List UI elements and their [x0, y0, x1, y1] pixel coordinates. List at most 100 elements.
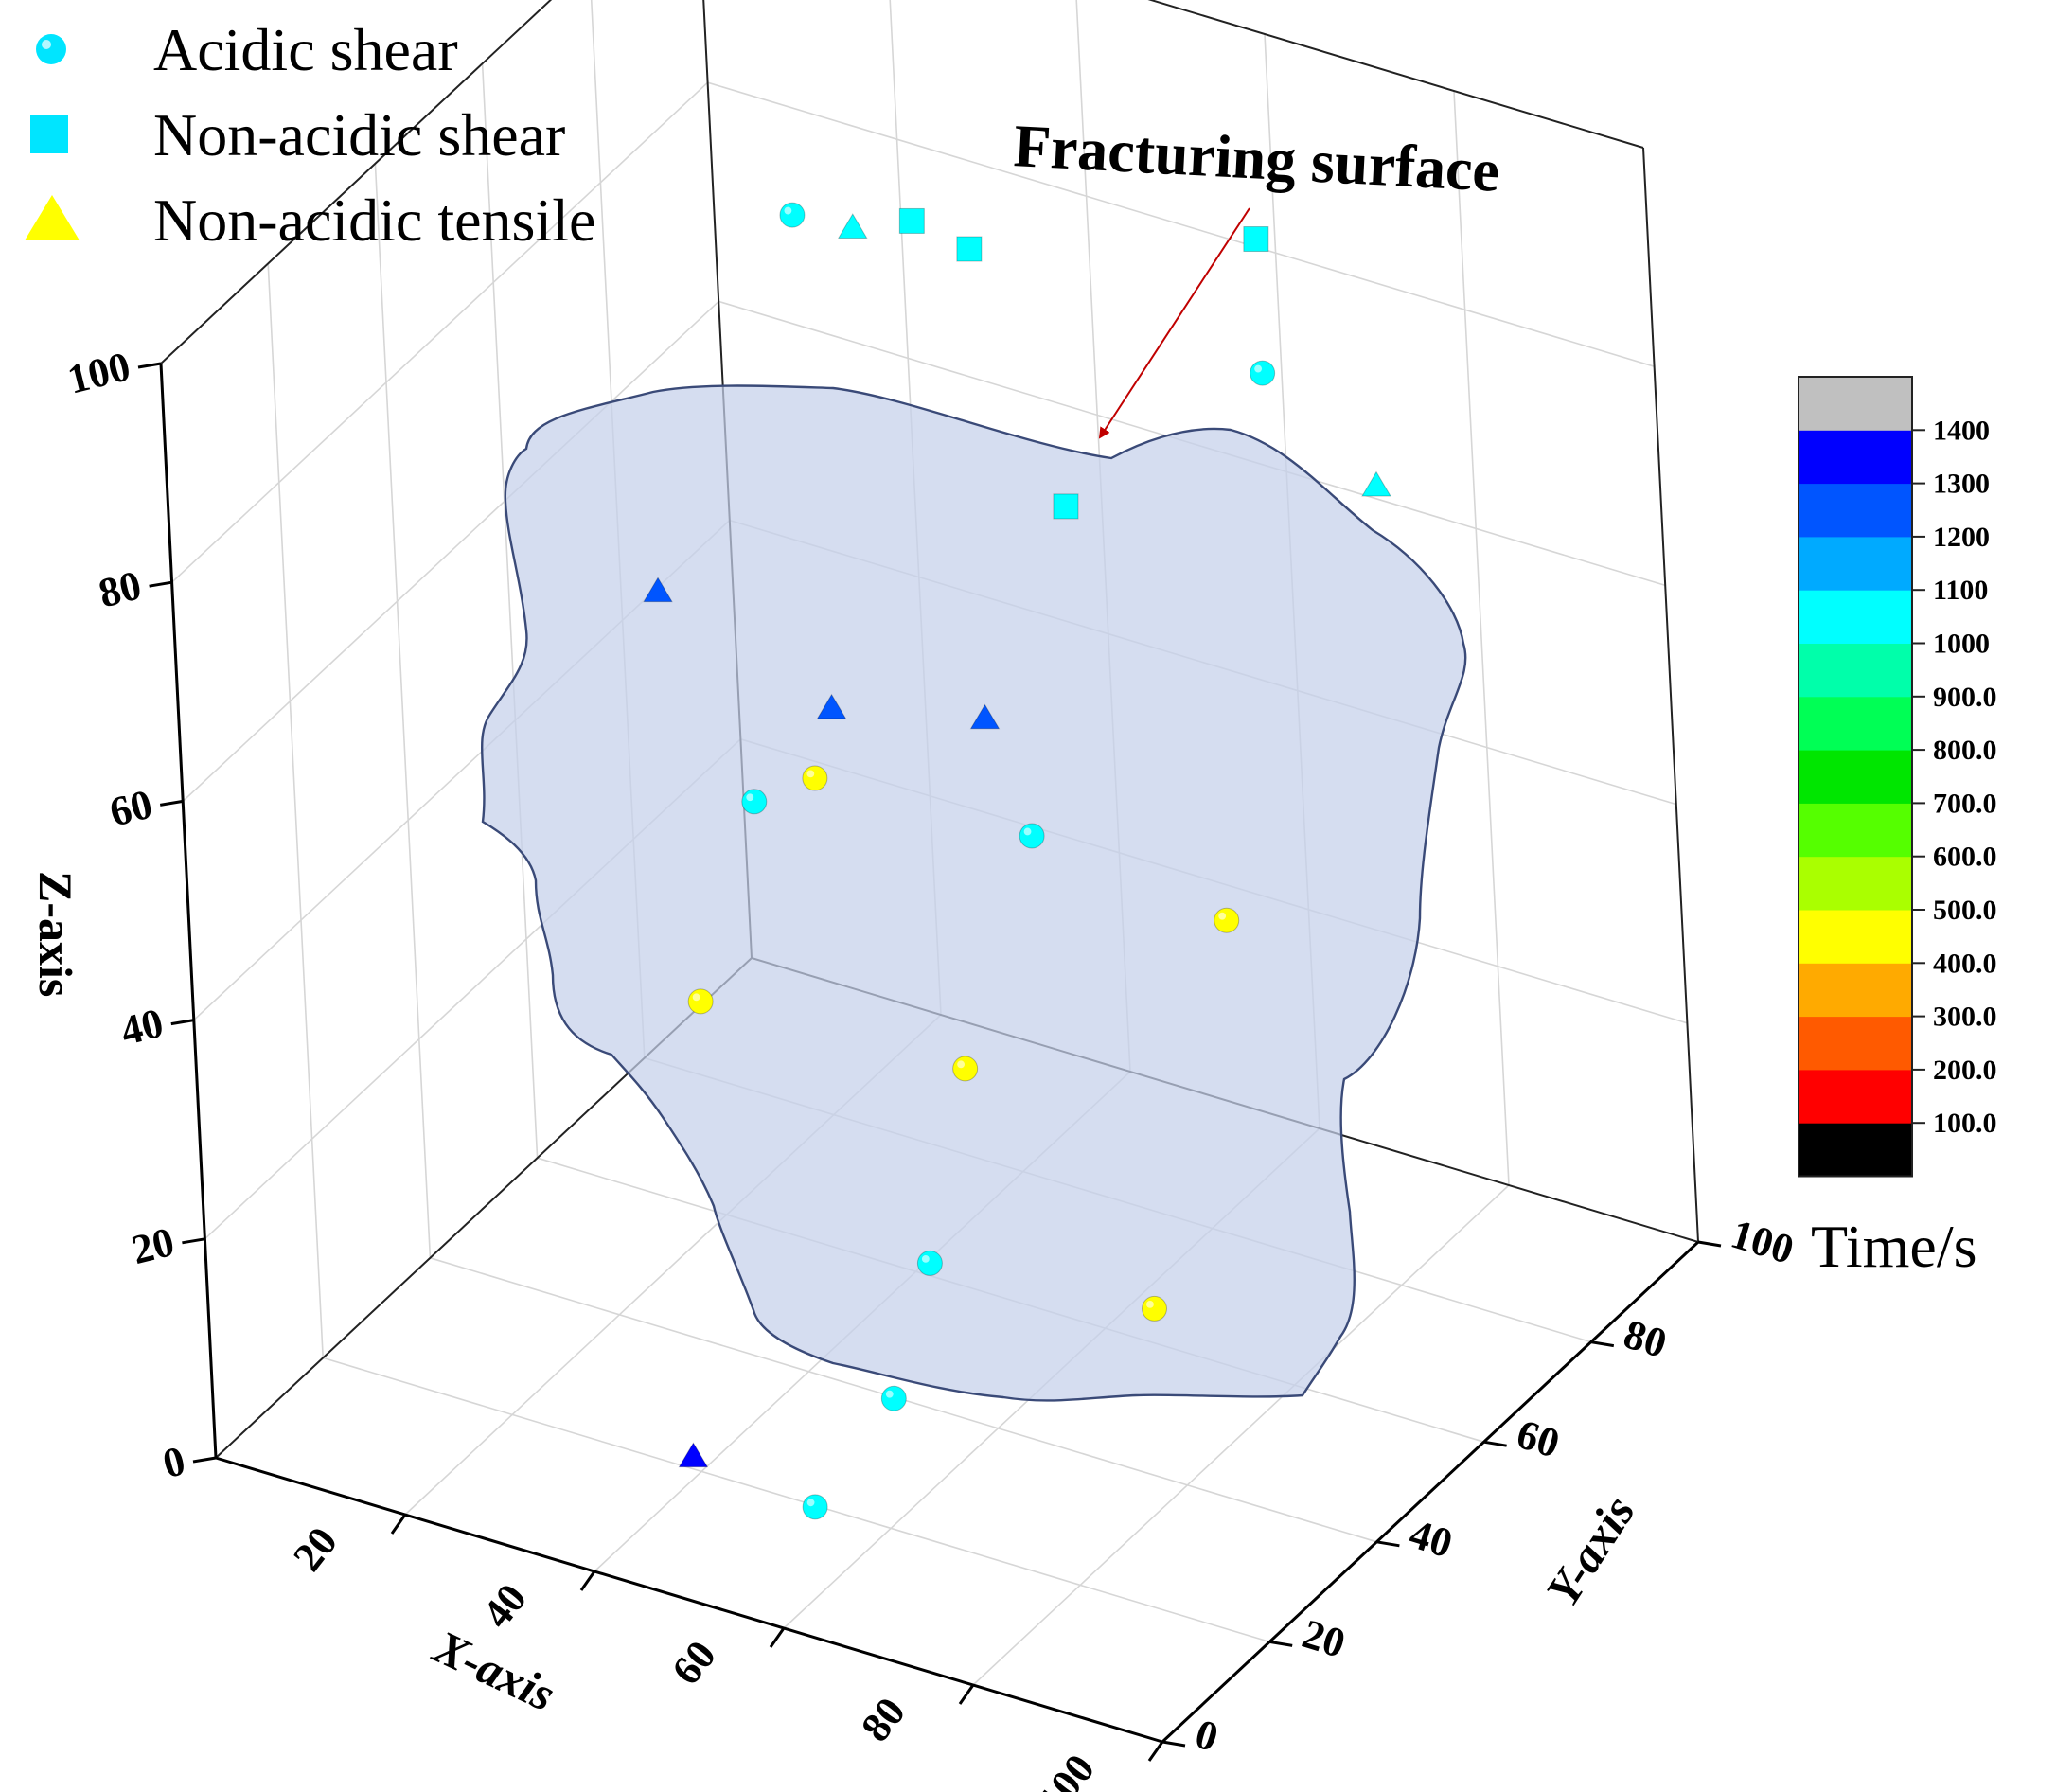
legend-sphere-icon: [36, 34, 66, 64]
grid-line: [267, 263, 324, 1358]
y-tick-label: 20: [1297, 1610, 1350, 1667]
grid-line: [481, 63, 539, 1159]
colorbar-segment: [1799, 536, 1912, 591]
data-point: [687, 988, 714, 1015]
colorbar-segment: [1799, 377, 1912, 431]
z-tick: [137, 362, 162, 369]
legend-label: Non-acidic shear: [153, 101, 565, 169]
data-point: [898, 207, 925, 234]
x-tick: [579, 1570, 596, 1591]
y-tick: [1161, 1740, 1186, 1748]
z-tick: [182, 1237, 205, 1245]
box-edge: [1642, 147, 1699, 1243]
x-axis-line: [215, 1456, 1163, 1744]
legend-square-icon: [30, 115, 68, 153]
colorbar-title: Time/s: [1811, 1213, 1977, 1280]
grid-line: [374, 163, 432, 1258]
grid-line: [972, 1184, 1510, 1686]
colorbar-tick-label: 300.0: [1933, 1002, 1997, 1033]
grid-line: [182, 300, 719, 802]
x-tick-label: 20: [284, 1518, 346, 1580]
x-tick: [1147, 1741, 1164, 1762]
data-point: [678, 1442, 709, 1468]
colorbar-tick-label: 1400: [1933, 415, 1990, 446]
z-tick: [170, 1019, 195, 1026]
colorbar-frame: [1798, 376, 1913, 1178]
data-point: [1053, 493, 1079, 520]
colorbar-segment: [1799, 1069, 1912, 1124]
data-point: [1243, 226, 1269, 253]
colorbar-tick-label: 400.0: [1933, 948, 1997, 979]
colorbar-segment: [1799, 430, 1912, 485]
legend-entry: Acidic shear: [36, 16, 458, 83]
annotation-arrow: [1098, 207, 1250, 439]
x-tick: [769, 1627, 786, 1648]
colorbar-tick-label: 1200: [1933, 522, 1990, 553]
y-tick: [1590, 1340, 1615, 1348]
data-point: [643, 577, 673, 603]
z-tick: [192, 1456, 217, 1464]
y-tick: [1483, 1440, 1507, 1447]
colorbar-tick-label: 600.0: [1933, 842, 1997, 873]
data-point: [956, 236, 983, 262]
colorbar-tick-label: 500.0: [1933, 895, 1997, 926]
y-axis-line: [1161, 1240, 1700, 1744]
y-axis-title: Y-axis: [1535, 1486, 1645, 1615]
data-point: [802, 1494, 828, 1520]
x-tick-label: 60: [663, 1632, 725, 1694]
colorbar-segment: [1799, 696, 1912, 751]
y-tick-label: 100: [1726, 1211, 1799, 1273]
z-tick: [159, 799, 184, 807]
colorbar-tick-label: 900.0: [1933, 682, 1997, 713]
data-point: [741, 789, 768, 815]
x-tick: [958, 1684, 975, 1705]
data-point: [837, 213, 868, 240]
x-tick: [390, 1514, 407, 1535]
grid-line: [322, 1357, 1270, 1643]
data-point: [1361, 470, 1391, 497]
data-point: [969, 703, 1001, 730]
y-tick-label: 60: [1512, 1411, 1565, 1467]
grid-line: [707, 81, 1655, 367]
data-markers: [643, 202, 1391, 1520]
z-tick-label: 20: [127, 1218, 179, 1273]
y-tick: [1376, 1540, 1400, 1548]
z-axis-title: Z-axis: [29, 871, 82, 997]
z-tick: [149, 580, 172, 588]
colorbar-tick-label: 200.0: [1933, 1055, 1997, 1086]
grid-line: [171, 81, 709, 583]
colorbar-segment: [1799, 1016, 1912, 1071]
x-tick-label: 100: [1029, 1746, 1104, 1792]
legend-entry: Non-acidic tensile: [25, 186, 595, 254]
colorbar-segment: [1799, 963, 1912, 1018]
colorbar-segment: [1799, 590, 1912, 644]
grid-line: [1453, 90, 1510, 1186]
y-tick: [1268, 1640, 1293, 1647]
box-edge: [1147, 0, 1644, 149]
y-tick-label: 0: [1190, 1711, 1223, 1761]
y-tick-label: 40: [1404, 1511, 1457, 1568]
box-edge: [160, 0, 553, 364]
x-axis-title: X-axis: [425, 1619, 563, 1721]
legend-triangle-icon: [25, 195, 80, 240]
data-point: [916, 1250, 943, 1276]
legend-label: Acidic shear: [153, 16, 458, 83]
y-tick-label: 80: [1619, 1310, 1672, 1367]
data-point: [1142, 1295, 1167, 1322]
legend-label: Non-acidic tensile: [153, 186, 595, 254]
x-tick-label: 40: [473, 1575, 536, 1637]
z-tick-label: 80: [94, 561, 146, 616]
z-tick-label: 60: [105, 781, 157, 836]
x-tick-label: 80: [852, 1689, 914, 1750]
colorbar-segment: [1799, 910, 1912, 964]
colorbar-segment: [1799, 643, 1912, 698]
legend-entry: Non-acidic shear: [30, 101, 565, 169]
data-point: [1214, 907, 1240, 933]
z-tick-label: 100: [63, 343, 135, 403]
colorbar-segment: [1799, 1123, 1912, 1177]
data-point: [779, 202, 806, 228]
colorbar-tick-label: 1300: [1933, 469, 1990, 500]
data-point: [816, 693, 847, 719]
data-point: [802, 765, 828, 791]
